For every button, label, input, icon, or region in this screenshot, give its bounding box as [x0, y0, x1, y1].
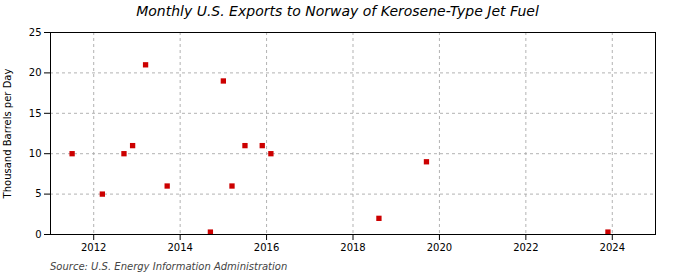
svg-text:10: 10 [29, 148, 42, 159]
svg-text:2016: 2016 [254, 242, 279, 253]
svg-text:Thousand Barrels per Day: Thousand Barrels per Day [2, 69, 13, 200]
svg-text:2014: 2014 [167, 242, 192, 253]
svg-text:0: 0 [35, 229, 41, 240]
svg-text:5: 5 [35, 188, 41, 199]
html-text:Source: U.S. Energy Informatio: Source: U.S. Energy Information Administ… [50, 261, 288, 272]
svg-text:2012: 2012 [81, 242, 106, 253]
html-text:Monthly U.S. Exports to Norway: Monthly U.S. Exports to Norway of Kerose… [136, 3, 539, 19]
svg-text:2024: 2024 [600, 242, 625, 253]
svg-text:25: 25 [29, 27, 42, 38]
svg-text:20: 20 [29, 67, 42, 78]
svg-text:2022: 2022 [513, 242, 538, 253]
svg-text:15: 15 [29, 108, 42, 119]
svg-text:2018: 2018 [340, 242, 365, 253]
svg-text:2020: 2020 [427, 242, 452, 253]
